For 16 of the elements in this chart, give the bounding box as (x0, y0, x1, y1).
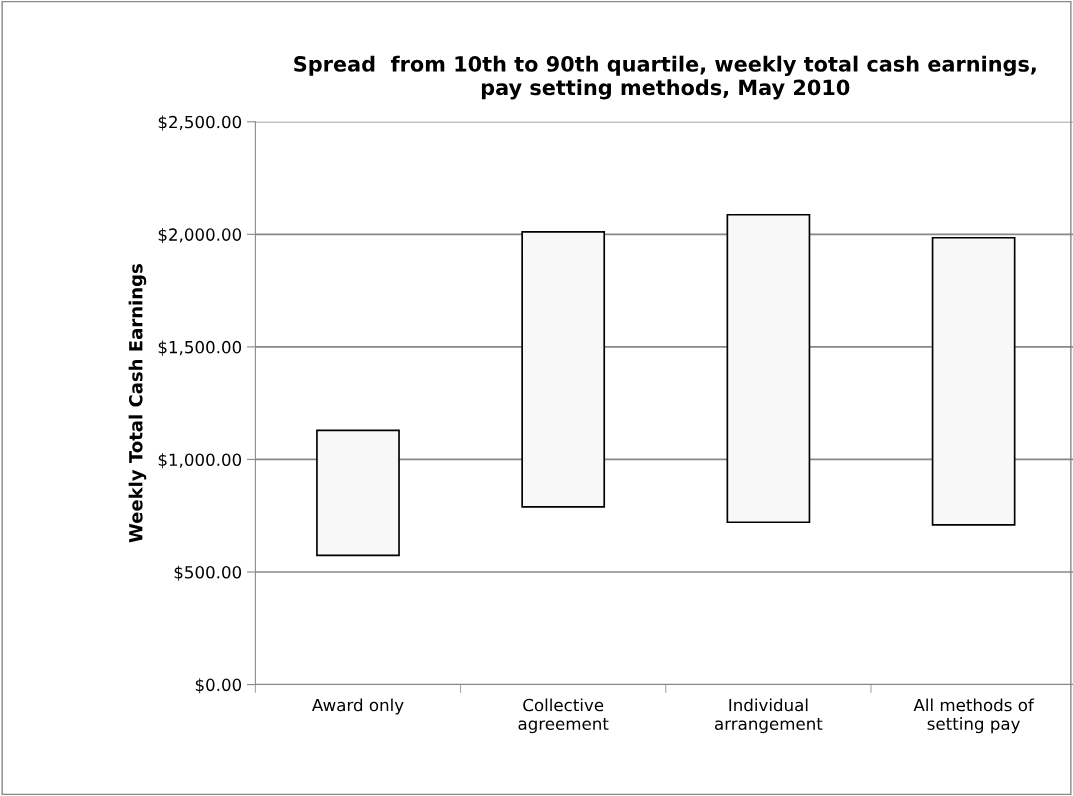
x-tick-label: All methods of setting pay (913, 698, 1035, 734)
bar (316, 429, 400, 557)
y-tick-label: $2,500.00 (158, 115, 242, 131)
y-tick-label: $1,000.00 (158, 453, 242, 469)
y-tick-label: $2,000.00 (158, 228, 242, 244)
chart-title: Spread from 10th to 90th quartile, weekly total cash earnings, pay setting methods, May 2010 (294, 55, 1036, 100)
x-tick-label: Award only (311, 698, 404, 715)
y-tick-label: $1,500.00 (158, 340, 242, 356)
x-tick-label: Individual arrangement (714, 698, 823, 734)
x-tick-label: Collective agreement (518, 698, 609, 734)
y-axis-title: Weekly Total Cash Earnings (128, 264, 147, 543)
y-tick-label: $0.00 (195, 678, 242, 694)
bar (931, 236, 1016, 526)
bar (726, 213, 811, 524)
bar (521, 231, 606, 508)
y-tick-label: $500.00 (174, 565, 242, 581)
